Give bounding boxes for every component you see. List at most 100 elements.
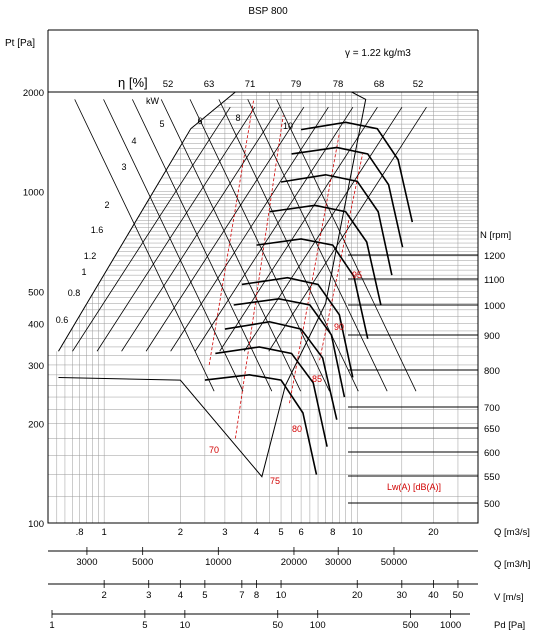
q-m3s-tick-label: 1 <box>102 527 107 538</box>
speed-axis-label: N [rpm] <box>480 230 511 241</box>
power-value-label: 3 <box>121 162 126 172</box>
q-m3s-tick-label: 3 <box>222 527 227 538</box>
power-diagonal-line <box>219 106 378 352</box>
power-diagonal-line <box>72 106 231 352</box>
power-diagonal-line <box>194 106 354 352</box>
y-tick-label: 2000 <box>23 88 44 99</box>
rpm-value-label: 800 <box>484 366 500 377</box>
y-tick-label: 400 <box>28 320 44 331</box>
power-value-label: 1.2 <box>84 251 97 261</box>
q-m3s-tick-label: .8 <box>76 527 84 538</box>
pd-tick-label: 5 <box>142 620 147 631</box>
efficiency-value-label: 71 <box>245 79 256 90</box>
power-value-label: 1.6 <box>91 225 104 235</box>
operating-envelope <box>58 91 367 478</box>
pd-label: Pd [Pa] <box>494 620 525 631</box>
rpm-curve-900 <box>269 204 382 306</box>
chart-title: BSP 800 <box>248 6 288 17</box>
rpm-curve-550 <box>215 346 328 447</box>
q-m3s-tick-label: 4 <box>254 527 259 538</box>
q-m3s-tick-label: 5 <box>278 527 283 538</box>
sound-level-line <box>234 115 284 439</box>
power-value-label: 0.6 <box>56 315 69 325</box>
rpm-value-label: 900 <box>484 331 500 342</box>
rpm-curve-1000 <box>280 173 393 276</box>
power-unit-label: kW <box>146 96 160 106</box>
rpm-curve-1200 <box>300 121 414 223</box>
efficiency-label: η [%] <box>118 75 148 90</box>
power-value-label: 8 <box>235 113 240 123</box>
sound-value-label: 75 <box>270 476 280 486</box>
rpm-value-label: 1200 <box>484 251 505 262</box>
y-tick-label: 1000 <box>23 188 44 199</box>
power-diagonal-line <box>268 106 427 352</box>
efficiency-value-label: 79 <box>291 79 302 90</box>
velocity-tick-label: 5 <box>202 590 207 601</box>
velocity-tick-label: 40 <box>428 590 439 601</box>
efficiency-value-label: 52 <box>413 79 424 90</box>
rpm-curve-700 <box>241 276 354 378</box>
sound-level-line <box>289 133 340 404</box>
q-m3s-tick-label: 8 <box>330 527 335 538</box>
q-m3s-tick-label: 20 <box>428 527 439 538</box>
rpm-curve-650 <box>233 298 346 398</box>
velocity-tick-label: 30 <box>397 590 408 601</box>
efficiency-diagonal-line <box>103 99 244 392</box>
efficiency-value-label: 68 <box>374 79 385 90</box>
q-m3h-tick-label: 3000 <box>76 557 97 568</box>
rpm-value-label: 650 <box>484 424 500 435</box>
velocity-tick-label: 2 <box>102 590 107 601</box>
upper-left-blank-area <box>48 92 236 352</box>
power-value-label: 0.8 <box>68 288 81 298</box>
pd-tick-label: 10 <box>180 620 191 631</box>
q-m3s-tick-label: 6 <box>298 527 303 538</box>
q-m3h-tick-label: 30000 <box>325 557 351 568</box>
q-m3h-tick-label: 5000 <box>132 557 153 568</box>
sound-value-label: 80 <box>292 424 302 434</box>
efficiency-diagonal-line <box>132 99 273 392</box>
density-note: γ = 1.22 kg/m3 <box>345 48 411 59</box>
y-tick-label: 200 <box>28 419 44 430</box>
pd-tick-label: 1000 <box>440 620 461 631</box>
q-m3h-tick-label: 50000 <box>381 557 407 568</box>
efficiency-diagonal-line <box>247 99 388 392</box>
rpm-value-label: 1100 <box>484 275 504 286</box>
efficiency-diagonal-line <box>74 99 215 392</box>
pd-tick-label: 1 <box>49 620 54 631</box>
efficiency-value-label: 52 <box>163 79 174 90</box>
power-value-label: 2 <box>104 200 109 210</box>
rpm-value-label: 600 <box>484 448 500 459</box>
rpm-value-label: 700 <box>484 403 500 414</box>
power-diagonal-line <box>170 106 329 352</box>
velocity-tick-label: 50 <box>453 590 464 601</box>
velocity-tick-label: 10 <box>276 590 287 601</box>
q-m3s-tick-label: 10 <box>352 527 363 538</box>
velocity-tick-label: 3 <box>146 590 151 601</box>
rpm-curve-500 <box>204 374 318 475</box>
q-m3s-label: Q [m3/s] <box>494 527 530 538</box>
rpm-value-label: 500 <box>484 499 500 510</box>
sound-value-label: 95 <box>352 270 362 280</box>
pd-tick-label: 100 <box>310 620 326 631</box>
q-m3s-tick-label: 2 <box>178 527 183 538</box>
pd-tick-label: 50 <box>272 620 283 631</box>
sound-power-label: Lw(A) [dB(A)] <box>387 482 441 492</box>
q-m3h-tick-label: 10000 <box>205 557 231 568</box>
q-m3h-tick-label: 20000 <box>281 557 307 568</box>
velocity-tick-label: 20 <box>352 590 363 601</box>
chart-background-lines <box>58 91 427 478</box>
rpm-value-label: 550 <box>484 472 500 483</box>
rpm-curve-800 <box>256 238 369 339</box>
power-value-label: 1 <box>81 267 86 277</box>
velocity-tick-label: 4 <box>178 590 183 601</box>
efficiency-diagonal-line <box>160 99 302 392</box>
velocity-tick-label: 7 <box>239 590 244 601</box>
power-diagonal-line <box>121 106 280 352</box>
power-value-label: 4 <box>131 136 136 146</box>
q-m3h-label: Q [m3/h] <box>494 559 530 570</box>
pd-tick-label: 500 <box>403 620 419 631</box>
chart-grid <box>47 91 479 524</box>
y-tick-label: 500 <box>28 287 44 298</box>
